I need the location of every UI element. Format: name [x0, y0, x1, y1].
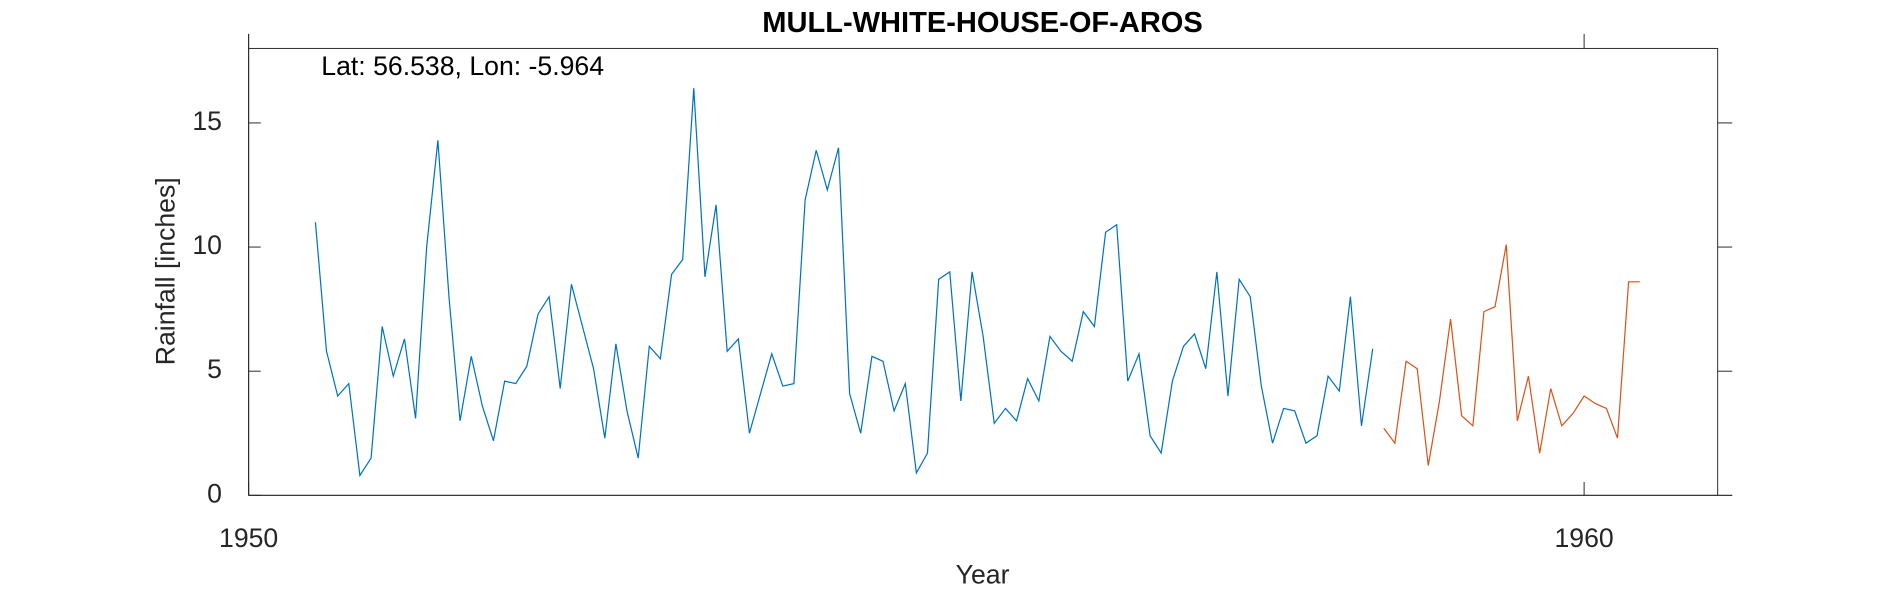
series-line	[314, 88, 1374, 478]
y-tick-label: 5	[207, 354, 222, 384]
y-tick-label: 10	[192, 230, 222, 260]
y-axis-label: Rainfall [inches]	[151, 177, 181, 365]
chart-title: MULL-WHITE-HOUSE-OF-AROS	[762, 7, 1202, 39]
y-tick-label: 15	[192, 106, 222, 136]
y-tick-label: 0	[207, 478, 222, 508]
x-tick-label: 1950	[219, 523, 278, 553]
plot-box	[248, 47, 1719, 496]
series-line	[1383, 244, 1640, 466]
x-tick-label: 1960	[1554, 523, 1613, 553]
annotation: Lat: 56.538, Lon: -5.964	[321, 51, 604, 81]
x-axis-label: Year	[956, 559, 1010, 589]
